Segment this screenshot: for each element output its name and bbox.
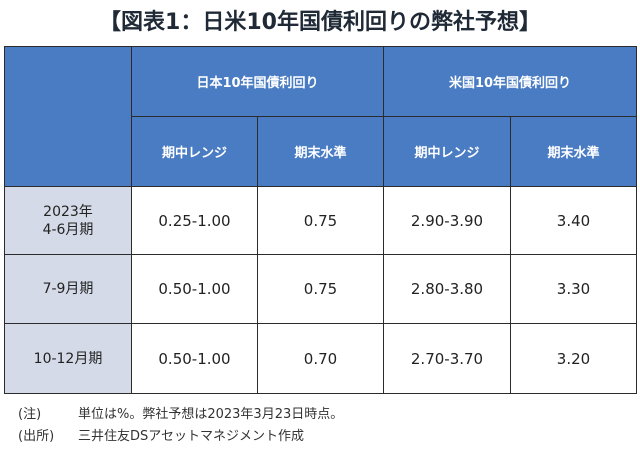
japan-range-cell: 0.50-1.00 (131, 323, 258, 394)
sub-header-row: 期中レンジ 期末水準 期中レンジ 期末水準 (5, 116, 637, 187)
us-range-cell: 2.90-3.90 (383, 186, 511, 255)
corner-header-cell (4, 46, 132, 187)
table-row: 2023年 4-6月期 0.25-1.00 0.75 2.90-3.90 3.4… (4, 186, 637, 255)
forecast-table: 日本10年国債利回り 米国10年国債利回り 期中レンジ 期末水準 期中レンジ 期… (4, 46, 637, 394)
table-row: 7-9月期 0.50-1.00 0.75 2.80-3.80 3.30 (4, 254, 637, 324)
japan-end-header: 期末水準 (257, 116, 384, 187)
period-cell: 2023年 4-6月期 (4, 186, 132, 255)
japan-end-cell: 0.70 (257, 323, 384, 394)
japan-group-header: 日本10年国債利回り (131, 46, 384, 117)
source-tag: (出所) (18, 429, 55, 444)
japan-range-cell: 0.50-1.00 (131, 254, 258, 324)
us-range-header: 期中レンジ (383, 116, 511, 187)
table-row: 10-12月期 0.50-1.00 0.70 2.70-3.70 3.20 (4, 323, 637, 394)
us-end-cell: 3.40 (510, 186, 637, 255)
note-text: 単位は%。弊社予想は2023年3月23日時点。 (78, 407, 344, 422)
page-title: 【図表1：日米10年国債利回りの弊社予想】 (99, 10, 541, 35)
group-header-row: 日本10年国債利回り 米国10年国債利回り (4, 46, 637, 187)
us-range-cell: 2.70-3.70 (383, 323, 511, 394)
japan-end-cell: 0.75 (257, 186, 384, 255)
japan-range-header: 期中レンジ (131, 116, 258, 187)
note-line: (注) 単位は%。弊社予想は2023年3月23日時点。 (18, 403, 343, 422)
source-text: 三井住友DSアセットマネジメント作成 (78, 429, 305, 444)
source-line: (出所) 三井住友DSアセットマネジメント作成 (18, 425, 304, 444)
period-line2: 4-6月期 (42, 221, 94, 238)
period-line1: 2023年 (43, 203, 93, 220)
note-tag: (注) (18, 407, 42, 422)
period-cell: 7-9月期 (4, 254, 132, 324)
us-end-cell: 3.20 (510, 323, 637, 394)
us-end-header: 期末水準 (510, 116, 637, 187)
us-group-header: 米国10年国債利回り (383, 46, 637, 117)
period-line1: 7-9月期 (42, 281, 94, 297)
us-end-cell: 3.30 (510, 254, 637, 324)
period-line1: 10-12月期 (33, 350, 103, 367)
us-range-cell: 2.80-3.80 (383, 254, 511, 324)
period-cell: 10-12月期 (4, 323, 132, 394)
japan-range-cell: 0.25-1.00 (131, 186, 258, 255)
japan-end-cell: 0.75 (257, 254, 384, 324)
